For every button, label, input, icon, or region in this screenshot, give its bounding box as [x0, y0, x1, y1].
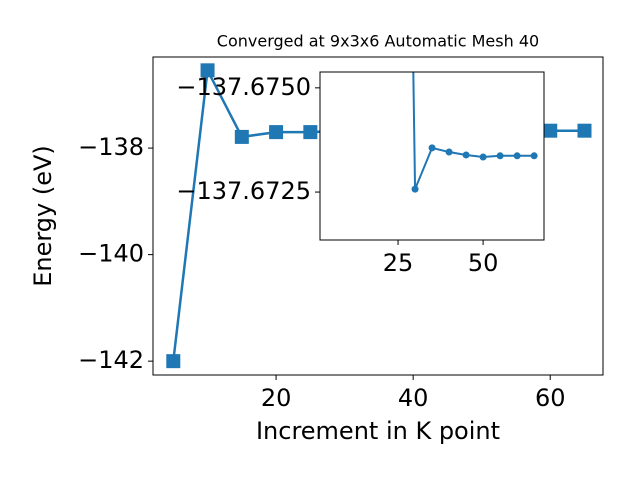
- plot-frame: [319, 71, 545, 241]
- marker: [445, 148, 453, 156]
- x-tick-label: 25: [383, 249, 414, 277]
- marker: [269, 125, 284, 140]
- marker: [462, 151, 470, 159]
- plot-frame: [152, 56, 604, 376]
- marker: [513, 152, 521, 160]
- x-tick-label: 60: [535, 384, 566, 412]
- x-axis-label: Increment in K point: [256, 417, 500, 445]
- marker: [577, 123, 592, 138]
- y-axis-label: Energy (eV): [29, 145, 57, 287]
- x-tick-label: 20: [261, 384, 292, 412]
- marker: [428, 144, 436, 152]
- marker: [234, 129, 249, 144]
- marker: [496, 152, 504, 160]
- y-tick-label: −142: [78, 346, 144, 374]
- chart-title: Converged at 9x3x6 Automatic Mesh 40: [217, 32, 539, 51]
- x-tick-label: 40: [398, 384, 429, 412]
- plot-layer: [411, 72, 538, 193]
- y-tick-label: −138: [78, 133, 144, 161]
- y-tick-label: −137.6725: [176, 177, 311, 205]
- marker: [303, 125, 318, 140]
- marker: [200, 63, 215, 78]
- marker: [411, 185, 419, 193]
- x-tick-label: 50: [468, 249, 499, 277]
- marker: [166, 354, 181, 369]
- marker: [530, 152, 538, 160]
- y-tick-label: −137.6750: [176, 73, 311, 101]
- marker: [479, 153, 487, 161]
- y-tick-label: −140: [78, 240, 144, 268]
- marker: [543, 123, 558, 138]
